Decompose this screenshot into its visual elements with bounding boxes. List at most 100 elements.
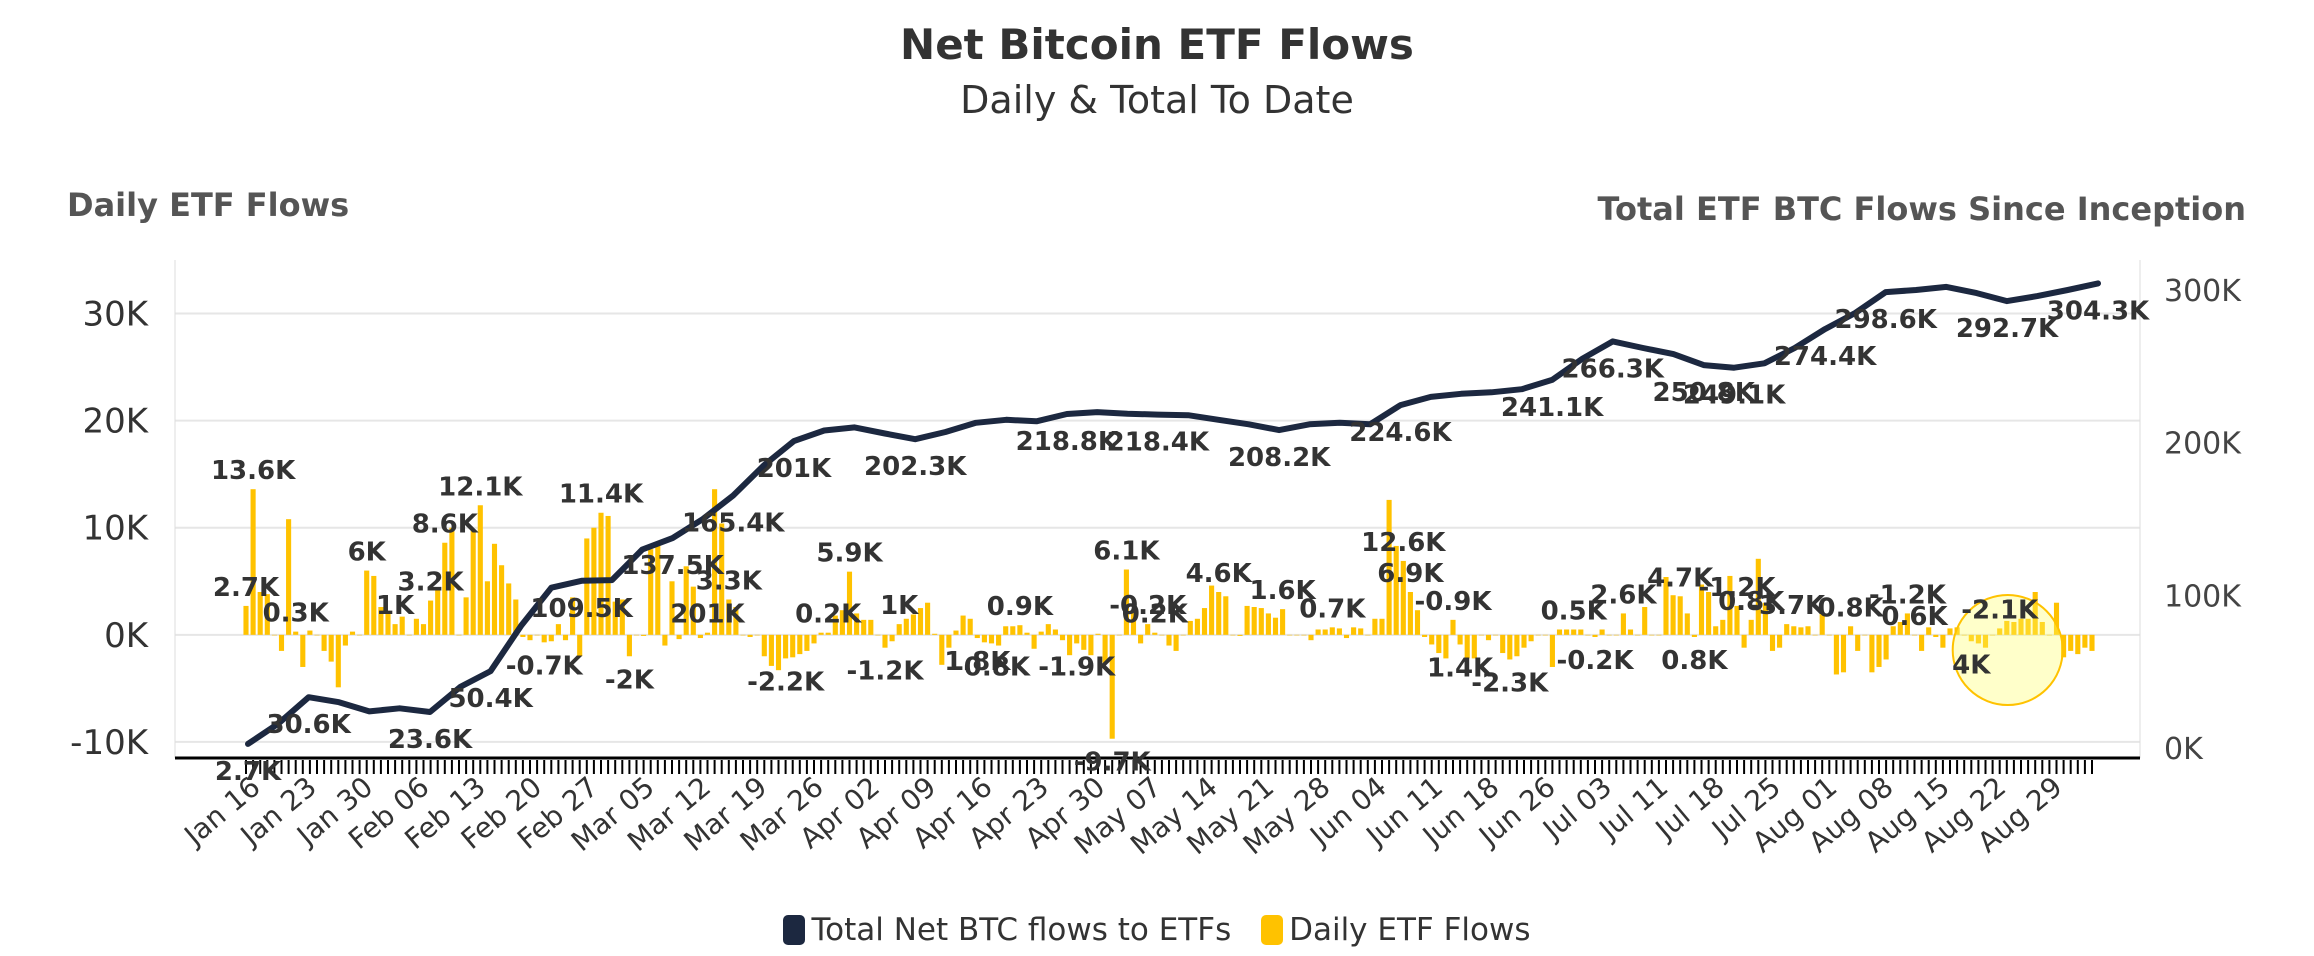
daily-flow-bar [1528,634,1534,642]
daily-flow-bar [1691,634,1697,637]
daily-flow-bar [605,515,611,635]
daily-flow-label: -1.2K [1699,573,1777,603]
y-tick-left: 30K [82,295,149,335]
daily-flow-bar [797,634,803,655]
daily-flow-bar [825,632,831,635]
daily-flow-bar [1166,634,1172,646]
daily-flow-bar [1201,608,1208,635]
daily-flow-bar [2082,634,2088,648]
total-flow-label: 241.1K [1501,393,1604,423]
daily-flow-bar [335,634,341,688]
daily-flow-bar [534,634,540,636]
daily-flow-bar [1627,629,1634,635]
total-flow-label: 292.7K [1956,314,2059,344]
daily-flow-bar [854,613,860,635]
total-flow-label: 304.3K [2047,296,2150,326]
daily-flow-bar [1017,625,1023,635]
daily-flow-bar [1620,613,1626,635]
daily-flow-bar [1840,634,1847,673]
daily-flow-bar [2018,618,2024,635]
daily-flow-label: -1.9K [1038,652,1116,682]
total-flow-label: 298.6K [1835,305,1938,335]
daily-flow-bar [1351,627,1357,635]
legend-swatch-daily [1261,915,1284,945]
daily-flow-bar [2068,634,2074,651]
daily-flow-bar [882,634,888,648]
daily-flow-bar [1997,628,2003,635]
daily-flow-bar [584,538,590,635]
daily-flow-bar [328,634,334,662]
daily-flow-label: -2K [605,665,655,695]
daily-flow-bar [967,618,973,635]
daily-flow-bar [818,632,824,635]
daily-flow-bar [2089,634,2095,651]
daily-flow-bar [939,634,945,665]
daily-flow-label: 0.8K [1661,646,1728,676]
daily-flow-bar [250,489,256,635]
daily-flow-bar [648,549,654,635]
daily-flow-bar [719,523,725,635]
daily-flow-label: 1.6K [1249,576,1316,606]
daily-flow-bar [278,634,285,651]
daily-flow-bar [1024,632,1030,635]
total-flow-label: 218.4K [1107,428,1210,458]
daily-flow-bar [754,634,760,636]
daily-flow-label: 12.1K [438,472,523,502]
daily-flow-bar [1123,569,1129,635]
daily-flow-bar [449,527,455,635]
daily-flow-bar [1883,634,1889,660]
daily-flow-bar [1478,634,1484,636]
daily-flow-bar [612,601,618,635]
daily-flow-bar [1990,634,1996,636]
daily-flow-bar [1265,613,1271,635]
total-flow-label: 202.3K [864,452,967,482]
daily-flow-bar [321,634,327,651]
legend-item-total[interactable]: Total Net BTC flows to ETFs [783,912,1231,948]
y-tick-left: 0K [104,616,150,656]
total-flow-label: 266.3K [1562,354,1665,384]
daily-flow-bar [1485,634,1492,641]
daily-flow-bar [1812,634,1818,636]
daily-flow-bar [1926,627,1932,635]
daily-flow-label: 3.3K [696,566,763,596]
daily-flow-label: 4.6K [1186,559,1253,589]
daily-flow-bar [1556,629,1563,635]
left-axis-title: Daily ETF Flows [67,186,350,224]
daily-flow-bar [1429,634,1435,645]
daily-flow-label: 5.9K [816,539,883,569]
highlight-circle [1951,594,2064,706]
daily-flow-bar [2075,634,2081,655]
daily-flow-bar [442,542,448,635]
daily-flow-bar [619,599,625,635]
daily-flow-bar [740,634,746,636]
daily-flow-bar [1649,634,1655,636]
daily-flow-bar [1862,634,1868,636]
daily-flow-bar [775,634,782,671]
total-flow-label: 201K [757,454,832,484]
daily-flow-label: 4.7K [1647,563,1714,593]
daily-flow-bar [1592,634,1598,637]
daily-flow-bar [1713,626,1719,635]
daily-flow-bar [428,600,434,635]
daily-flow-bar [1869,634,1875,673]
total-flow-label: 23.6K [388,725,473,755]
daily-flow-label: 0.8K [1718,587,1785,617]
daily-flow-bar [577,634,583,657]
daily-flow-bar [889,634,895,642]
daily-flow-bar [1081,634,1087,650]
daily-flow-bar [903,618,909,635]
legend-item-daily[interactable]: Daily ETF Flows [1261,912,1531,948]
daily-flow-bar [1464,634,1470,659]
daily-flow-bar [399,616,405,635]
daily-flow-bar [1237,634,1243,636]
daily-flow-bar [974,634,980,639]
daily-flow-bar [1145,624,1151,635]
daily-flow-bar [1294,634,1300,636]
daily-flow-bar [633,634,640,636]
daily-flow-bar [300,634,306,667]
daily-flow-bar [1422,634,1428,637]
daily-flow-bar [1706,592,1712,635]
daily-flow-bar [925,602,931,635]
daily-flow-bar [1159,634,1165,636]
y-tick-left: 20K [82,402,149,442]
